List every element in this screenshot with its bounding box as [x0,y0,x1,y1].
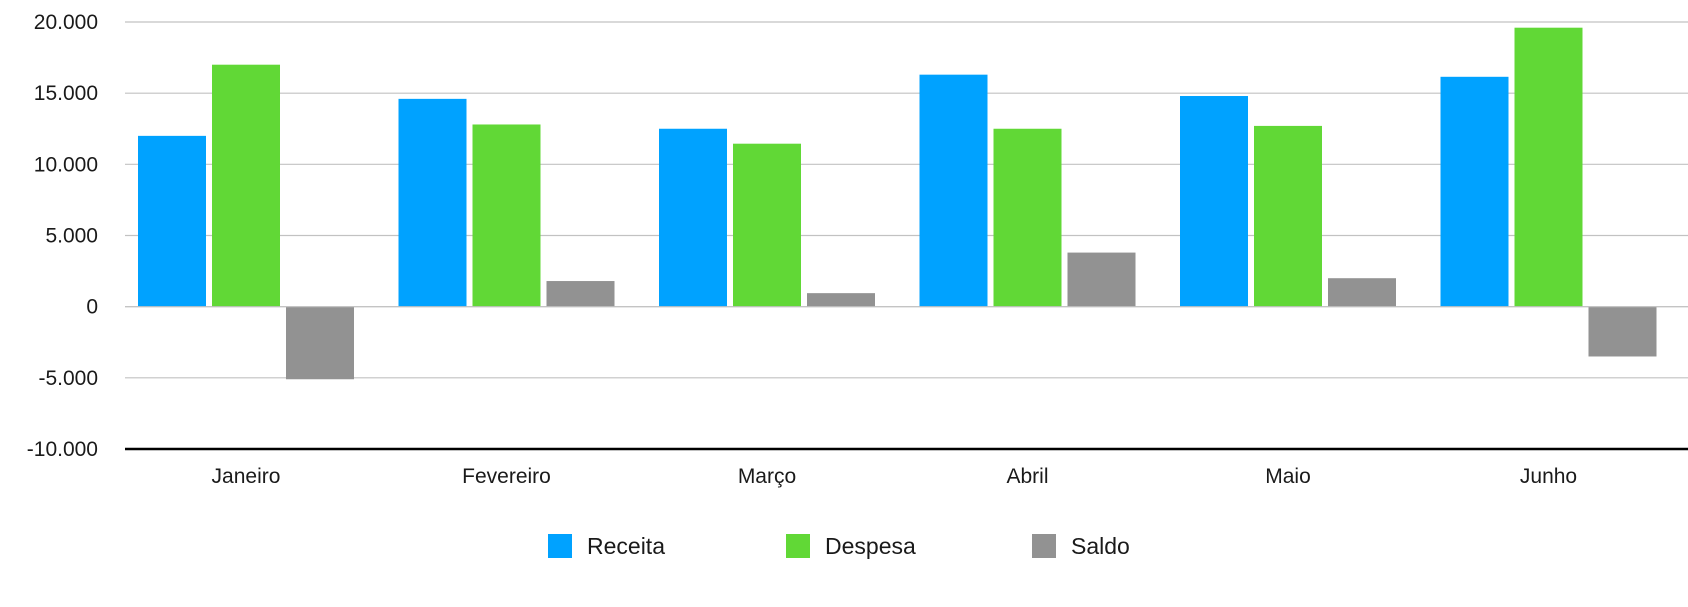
bar-despesa-junho [1514,27,1583,307]
y-tick-label: -5.000 [38,367,98,390]
legend: Receita Despesa Saldo [548,533,1130,559]
x-tick-label-maio: Maio [1265,465,1311,488]
bar-receita-janeiro [138,135,206,307]
x-tick-label-fevereiro: Fevereiro [462,465,551,488]
y-tick-label: 20.000 [34,11,98,34]
bar-despesa-fevereiro [472,124,541,307]
legend-item-despesa: Despesa [786,533,916,559]
x-tick-label-janeiro: Janeiro [212,465,281,488]
bar-saldo-abril [1067,252,1136,307]
legend-label: Saldo [1071,533,1130,559]
x-tick-label-junho: Junho [1520,465,1577,488]
bar-receita-junho [1440,76,1509,307]
bars [138,27,1657,380]
bar-receita-maio [1180,96,1248,307]
x-tick-label-abril: Abril [1006,465,1048,488]
bar-saldo-fevereiro [546,281,615,307]
y-tick-label: 10.000 [34,153,98,176]
bar-despesa-janeiro [212,64,280,307]
bar-saldo-maio [1328,278,1396,307]
legend-item-saldo: Saldo [1032,533,1130,559]
bar-despesa-abril [993,128,1062,307]
x-tick-labels: Janeiro Fevereiro Março Abril Maio Junho [212,465,1578,488]
y-tick-labels: 20.000 15.000 10.000 5.000 0 -5.000 -10.000 [27,11,98,461]
y-tick-label: -10.000 [27,438,98,461]
legend-swatch [786,534,810,558]
y-tick-label: 5.000 [45,225,98,248]
bar-despesa-marco [733,143,801,307]
x-tick-label-marco: Março [738,465,796,488]
legend-swatch [548,534,572,558]
bar-receita-fevereiro [398,98,467,307]
legend-label: Despesa [825,533,916,559]
bar-saldo-marco [807,293,875,307]
bar-receita-marco [659,128,727,307]
axes [125,306,1688,451]
bar-receita-abril [919,74,988,307]
legend-label: Receita [587,533,665,559]
bar-saldo-junho [1588,306,1657,357]
y-tick-label: 0 [86,296,98,319]
legend-item-receita: Receita [548,533,665,559]
y-tick-label: 15.000 [34,82,98,105]
bar-despesa-maio [1254,125,1322,307]
legend-swatch [1032,534,1056,558]
bar-saldo-janeiro [286,306,354,380]
